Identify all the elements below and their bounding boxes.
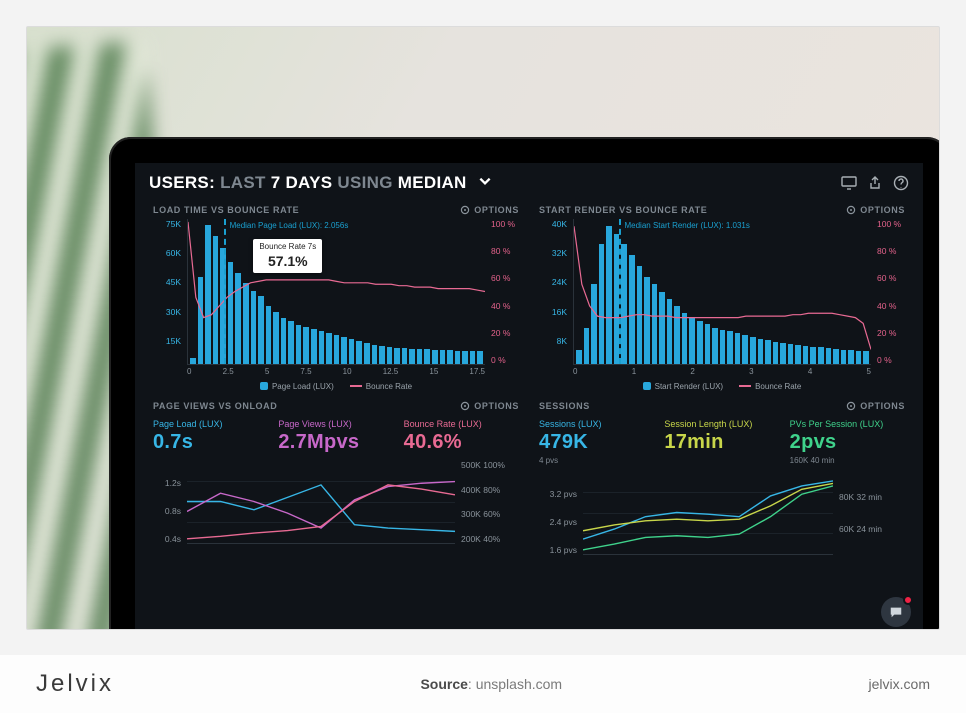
options-label: OPTIONS (860, 205, 905, 215)
multi-line-chart: 1.2s0.8s0.4s 500K 100%400K 80%300K 60%20… (153, 460, 519, 570)
help-icon[interactable] (893, 175, 909, 191)
plot-area (187, 460, 455, 544)
metric: Page Load (LUX) 0.7s (153, 419, 268, 454)
metric: Bounce Rate (LUX) 40.6% (404, 419, 519, 454)
panel-title-right: START RENDER VS BOUNCE RATE (539, 205, 707, 215)
panel-sessions: SESSIONS OPTIONS Sessions (LUX) 479K 4 p… (529, 395, 915, 585)
chevron-down-icon[interactable] (478, 173, 492, 193)
title-mid1: LAST (220, 173, 266, 192)
metrics-row: Page Load (LUX) 0.7s Page Views (LUX) 2.… (153, 415, 519, 456)
median-marker (224, 219, 226, 364)
plot-area (583, 471, 833, 555)
legend: Page Load (LUX)Bounce Rate (153, 379, 519, 393)
panel-render-vs-bounce: START RENDER VS BOUNCE RATE OPTIONS 40K3… (529, 199, 915, 395)
site-url: jelvix.com (869, 676, 930, 692)
median-label: Median Page Load (LUX): 2.056s (230, 221, 349, 230)
photo-frame: USERS: LAST 7 DAYS USING MEDIAN (26, 26, 940, 630)
bounce-line (188, 219, 485, 364)
options-button[interactable]: OPTIONS (460, 205, 519, 215)
metric: Page Views (LUX) 2.7Mpvs (278, 419, 393, 454)
tooltip-label: Bounce Rate 7s (259, 242, 316, 251)
monitor-icon[interactable] (841, 175, 857, 191)
x-axis: 012345 (573, 367, 871, 379)
metric: Session Length (LUX) 17min (664, 419, 779, 465)
laptop-bezel: USERS: LAST 7 DAYS USING MEDIAN (109, 137, 940, 630)
metric: Sessions (LUX) 479K 4 pvs (539, 419, 654, 465)
metric: PVs Per Session (LUX) 2pvs 160K 40 min (790, 419, 905, 465)
legend: Start Render (LUX)Bounce Rate (539, 379, 905, 393)
y-axis-right: 100 %80 %60 %40 %20 %0 % (487, 219, 519, 365)
multi-line-chart: 3.2 pvs2.4 pvs1.6 pvs 80K 32 min60K 24 m… (539, 471, 905, 581)
notification-badge (903, 595, 913, 605)
hover-tooltip: Bounce Rate 7s 57.1% (253, 239, 322, 273)
options-button[interactable]: OPTIONS (846, 401, 905, 411)
y-axis-left: 40K32K24K16K8K (539, 219, 571, 365)
dashboard-header: USERS: LAST 7 DAYS USING MEDIAN (135, 163, 923, 199)
top-charts-row: LOAD TIME VS BOUNCE RATE OPTIONS 75K60K4… (135, 199, 923, 395)
options-label: OPTIONS (474, 401, 519, 411)
source-value: unsplash.com (476, 676, 562, 692)
y-axis-right: 100 %80 %60 %40 %20 %0 % (873, 219, 905, 365)
y-axis-left: 1.2s0.8s0.4s (153, 460, 185, 544)
panel-title: PAGE VIEWS VS ONLOAD (153, 401, 277, 411)
median-marker (619, 219, 621, 364)
options-label: OPTIONS (860, 401, 905, 411)
lines (187, 460, 455, 543)
y-axis-left: 75K60K45K30K15K (153, 219, 185, 365)
combo-chart-left: 75K60K45K30K15K 100 %80 %60 %40 %20 %0 %… (153, 219, 519, 391)
caption-bar: Jelvix Source: unsplash.com jelvix.com (0, 655, 966, 713)
lines (583, 471, 833, 554)
panel-title: SESSIONS (539, 401, 590, 411)
tooltip-value: 57.1% (259, 254, 316, 269)
options-label: OPTIONS (474, 205, 519, 215)
chat-widget[interactable] (881, 597, 911, 627)
y-axis-left: 3.2 pvs2.4 pvs1.6 pvs (539, 471, 581, 555)
title-mid2: USING (337, 173, 392, 192)
brand-logo: Jelvix (36, 670, 114, 698)
source-label: Source (420, 676, 467, 692)
title-range: 7 DAYS (271, 173, 333, 192)
y-axis-right: 80K 32 min60K 24 min (835, 471, 905, 555)
title-metric: MEDIAN (398, 173, 467, 192)
plot-area: Median Start Render (LUX): 1.031s (573, 219, 871, 365)
share-icon[interactable] (867, 175, 883, 191)
header-actions (841, 175, 909, 191)
title-prefix: USERS: (149, 173, 215, 192)
plot-area: Median Page Load (LUX): 2.056s Bounce Ra… (187, 219, 485, 365)
panel-title-left: LOAD TIME VS BOUNCE RATE (153, 205, 299, 215)
image-source: Source: unsplash.com (420, 676, 562, 692)
panel-pageviews-onload: PAGE VIEWS VS ONLOAD OPTIONS Page Load (… (143, 395, 529, 585)
page-title: USERS: LAST 7 DAYS USING MEDIAN (149, 173, 492, 193)
median-label: Median Start Render (LUX): 1.031s (624, 221, 749, 230)
dashboard-screen: USERS: LAST 7 DAYS USING MEDIAN (135, 163, 923, 630)
y-axis-right: 500K 100%400K 80%300K 60%200K 40% (457, 460, 519, 544)
x-axis: 02.557.51012.51517.5 (187, 367, 485, 379)
options-button[interactable]: OPTIONS (846, 205, 905, 215)
panel-load-vs-bounce: LOAD TIME VS BOUNCE RATE OPTIONS 75K60K4… (143, 199, 529, 395)
metrics-row: Sessions (LUX) 479K 4 pvs Session Length… (539, 415, 905, 467)
bottom-row: PAGE VIEWS VS ONLOAD OPTIONS Page Load (… (135, 395, 923, 585)
options-button[interactable]: OPTIONS (460, 401, 519, 411)
combo-chart-right: 40K32K24K16K8K 100 %80 %60 %40 %20 %0 % … (539, 219, 905, 391)
